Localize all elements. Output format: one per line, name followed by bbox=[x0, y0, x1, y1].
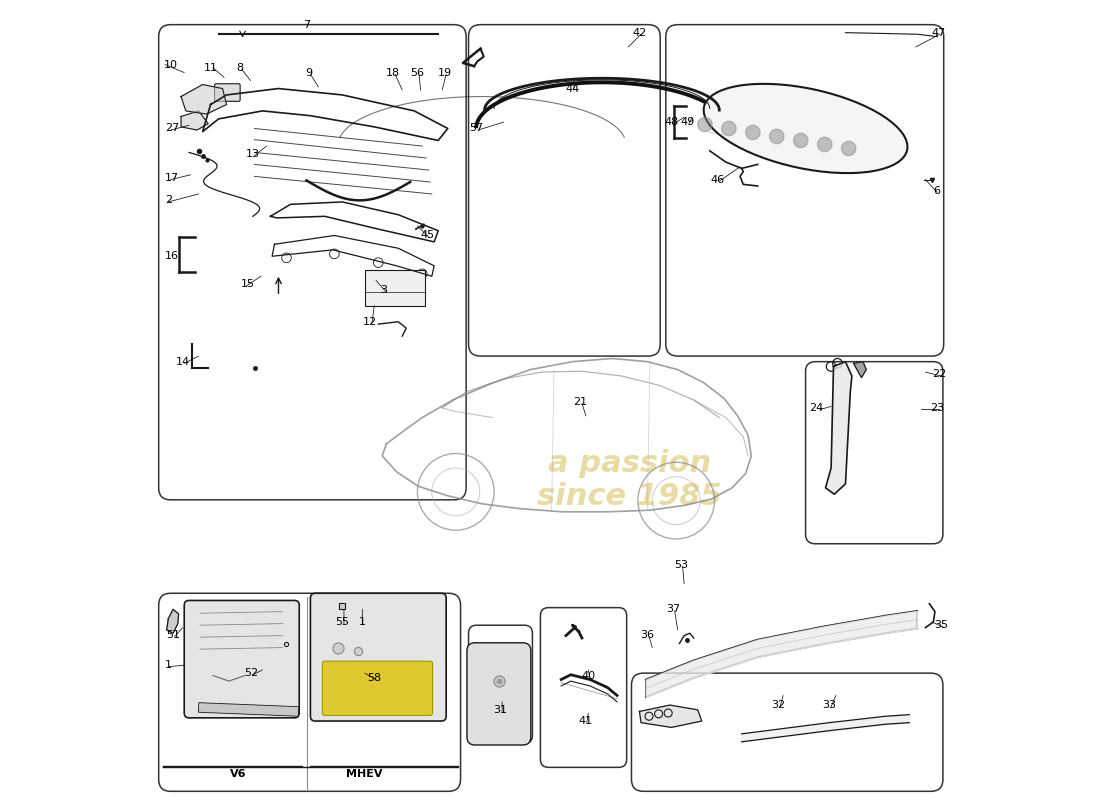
Polygon shape bbox=[167, 610, 178, 633]
Text: 17: 17 bbox=[165, 173, 179, 183]
Polygon shape bbox=[854, 362, 867, 378]
Text: 37: 37 bbox=[666, 604, 680, 614]
Text: 31: 31 bbox=[494, 705, 507, 715]
Circle shape bbox=[722, 122, 736, 136]
Text: 55: 55 bbox=[336, 617, 350, 627]
Text: 58: 58 bbox=[367, 673, 382, 683]
FancyBboxPatch shape bbox=[322, 661, 432, 715]
Text: 32: 32 bbox=[771, 700, 785, 710]
FancyBboxPatch shape bbox=[214, 84, 240, 102]
Text: 48: 48 bbox=[664, 117, 679, 127]
Text: 19: 19 bbox=[438, 67, 452, 78]
Text: 11: 11 bbox=[204, 62, 218, 73]
Text: MHEV: MHEV bbox=[346, 769, 383, 778]
Text: 12: 12 bbox=[363, 317, 377, 326]
Text: 2: 2 bbox=[165, 195, 173, 206]
Text: V6: V6 bbox=[230, 769, 246, 778]
Text: 22: 22 bbox=[933, 370, 947, 379]
Text: 49: 49 bbox=[680, 117, 694, 127]
Text: 36: 36 bbox=[640, 630, 654, 640]
Text: 42: 42 bbox=[632, 28, 647, 38]
Text: 27: 27 bbox=[165, 123, 179, 134]
Text: a passion
since 1985: a passion since 1985 bbox=[538, 449, 723, 511]
Text: 52: 52 bbox=[244, 668, 258, 678]
Text: 3: 3 bbox=[381, 285, 387, 294]
Text: 47: 47 bbox=[931, 28, 945, 38]
Text: 51: 51 bbox=[166, 630, 180, 640]
Circle shape bbox=[817, 138, 832, 152]
FancyBboxPatch shape bbox=[184, 601, 299, 718]
Text: 1: 1 bbox=[165, 660, 172, 670]
Text: 9: 9 bbox=[306, 67, 312, 78]
FancyBboxPatch shape bbox=[466, 642, 531, 745]
Polygon shape bbox=[182, 85, 227, 114]
Text: 46: 46 bbox=[711, 174, 725, 185]
Text: 40: 40 bbox=[581, 671, 595, 682]
Circle shape bbox=[793, 134, 808, 148]
Text: 8: 8 bbox=[236, 62, 244, 73]
Text: 33: 33 bbox=[823, 700, 836, 710]
Text: 56: 56 bbox=[410, 67, 425, 78]
Text: 1: 1 bbox=[359, 617, 366, 627]
Text: 18: 18 bbox=[386, 67, 399, 78]
Circle shape bbox=[697, 118, 712, 132]
Text: 7: 7 bbox=[302, 20, 310, 30]
FancyBboxPatch shape bbox=[310, 594, 447, 721]
Text: 10: 10 bbox=[164, 59, 177, 70]
Text: 57: 57 bbox=[470, 123, 484, 134]
Text: 14: 14 bbox=[176, 357, 189, 366]
Text: 23: 23 bbox=[931, 403, 945, 413]
Text: 41: 41 bbox=[579, 716, 592, 726]
Text: 35: 35 bbox=[934, 620, 948, 630]
Bar bbox=[365, 270, 425, 306]
Text: 53: 53 bbox=[674, 559, 688, 570]
Text: 6: 6 bbox=[933, 186, 940, 196]
Circle shape bbox=[746, 126, 760, 140]
Text: 45: 45 bbox=[420, 230, 434, 241]
Ellipse shape bbox=[704, 84, 908, 173]
Text: 44: 44 bbox=[565, 83, 580, 94]
Text: 15: 15 bbox=[241, 279, 255, 290]
Polygon shape bbox=[182, 111, 208, 130]
Circle shape bbox=[770, 130, 784, 144]
Circle shape bbox=[842, 142, 856, 156]
Polygon shape bbox=[825, 362, 851, 494]
Text: 21: 21 bbox=[573, 397, 587, 406]
FancyArrow shape bbox=[198, 702, 298, 716]
Polygon shape bbox=[639, 705, 702, 727]
Text: 13: 13 bbox=[246, 149, 260, 159]
Text: 16: 16 bbox=[165, 251, 179, 262]
Text: 24: 24 bbox=[810, 403, 824, 413]
